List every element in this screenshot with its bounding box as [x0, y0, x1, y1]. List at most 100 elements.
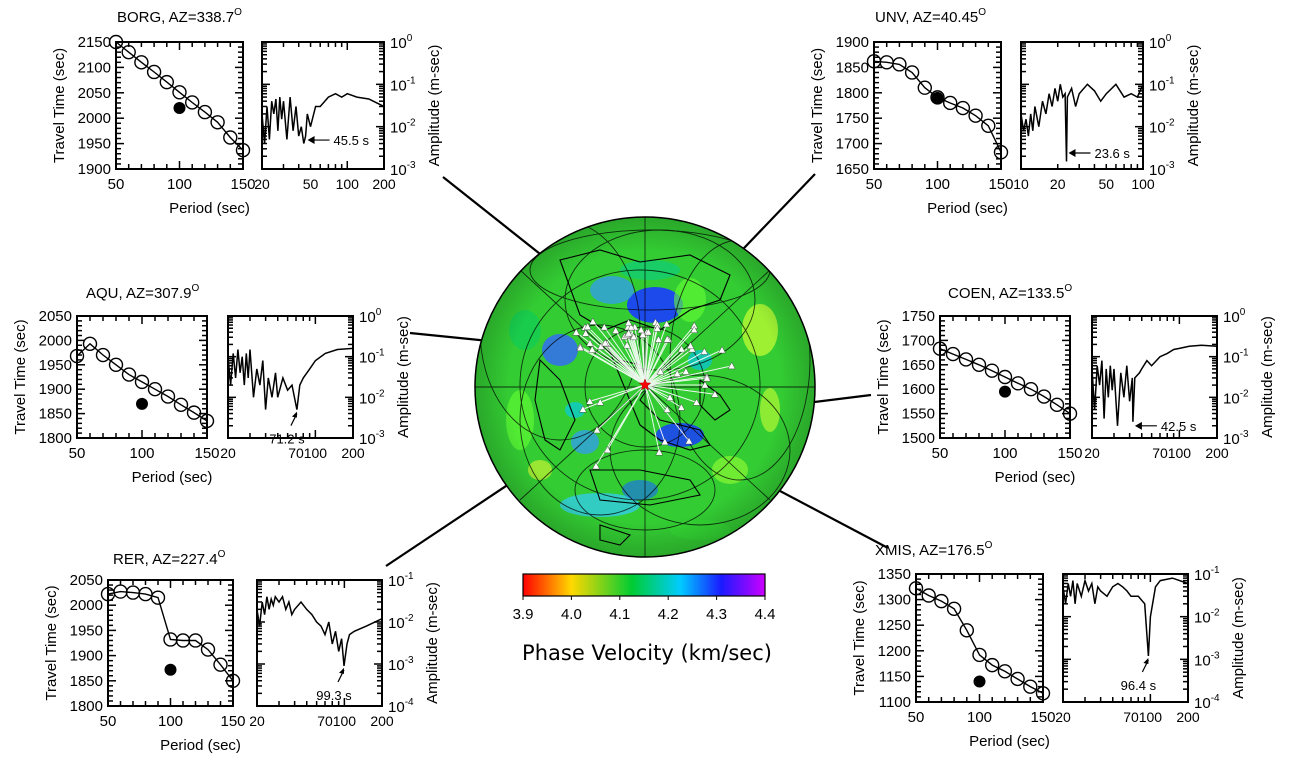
- y-tick-label: 10-2: [1194, 608, 1220, 627]
- y-tick-exponent: -3: [405, 655, 414, 666]
- ray-path: [640, 329, 646, 386]
- x-tick-label: 50: [100, 713, 117, 730]
- panel-title: AQU, AZ=307.9O: [86, 283, 199, 302]
- station-triangle: [586, 339, 594, 347]
- ray-path: [644, 348, 682, 386]
- travel-time-point: [82, 336, 98, 352]
- y-tick-label: 1650: [836, 161, 869, 178]
- x-tick-label: 150: [230, 176, 255, 193]
- panel-title-superscript: O: [978, 7, 986, 18]
- station-triangle: [588, 345, 596, 353]
- annotation-label: 23.6 s: [1094, 146, 1130, 161]
- travel-time-point: [971, 357, 987, 372]
- y-tick-label: 1200: [878, 643, 911, 660]
- x-tick-label: 150: [988, 176, 1013, 193]
- y-tick-label: 2000: [78, 110, 111, 127]
- station-triangle: [673, 369, 682, 377]
- amplitude-curve: [1020, 83, 1144, 162]
- y-tick-exponent: -1: [1240, 348, 1249, 359]
- ray-path: [600, 384, 646, 403]
- travel-time-point: [134, 374, 150, 390]
- y-axis-label: Amplitude (m-sec): [1230, 577, 1247, 699]
- y-axis-label: Amplitude (m-sec): [426, 45, 443, 167]
- station-triangle: [593, 426, 601, 434]
- travel-time-point: [932, 341, 948, 356]
- x-axis-label: Period (sec): [169, 200, 250, 217]
- y-tick-exponent: 0: [1166, 33, 1172, 44]
- ray-path: [644, 323, 668, 386]
- travel-time-point: [188, 633, 203, 648]
- travel-time-point: [972, 647, 987, 663]
- x-tick-label: 100: [1131, 176, 1155, 192]
- travel-time-point: [147, 382, 163, 397]
- globe-map: [474, 216, 816, 558]
- station-triangle: [727, 361, 736, 370]
- ray-path: [644, 338, 668, 386]
- travel-time-point: [160, 389, 176, 404]
- x-tick-label: 50: [1098, 176, 1114, 192]
- station-triangle: [603, 445, 612, 454]
- x-tick-label: 200: [372, 176, 396, 192]
- y-tick-exponent: 0: [376, 307, 382, 318]
- station-panel-xmis: XMIS, AZ=176.5O 50 100 150 1100 1150 1200 1250 1…: [851, 540, 1247, 750]
- y-tick-exponent: -2: [405, 613, 414, 624]
- ray-path: [592, 321, 646, 386]
- travel-time-point: [1036, 389, 1052, 404]
- y-tick-label: 1600: [902, 381, 935, 398]
- station-triangle: [690, 325, 699, 333]
- y-tick-label: 2000: [70, 597, 103, 614]
- y-tick-label: 10-3: [359, 429, 385, 448]
- x-tick-label: 50: [866, 176, 883, 193]
- y-tick-label: 1550: [902, 406, 935, 423]
- y-tick-label: 2050: [39, 308, 72, 325]
- panel-title: RER, AZ=227.4O: [113, 549, 226, 568]
- y-tick-label: 10-2: [1149, 118, 1175, 137]
- y-tick-label: 1650: [902, 357, 935, 374]
- y-tick-exponent: -2: [376, 388, 385, 399]
- y-tick-label: 10-2: [359, 388, 385, 407]
- globe-outline: [474, 216, 816, 558]
- measured-point: [973, 675, 986, 688]
- y-tick-exponent: -2: [1240, 388, 1249, 399]
- y-tick-exponent: -1: [1211, 565, 1220, 576]
- y-tick-label: 1950: [70, 622, 103, 639]
- y-tick-label: 1900: [836, 34, 869, 51]
- travel-time-point: [1023, 679, 1038, 694]
- x-tick-label: 100: [992, 445, 1017, 462]
- x-tick-label: 20: [249, 713, 265, 729]
- colorbar-tick-label: 4.0: [561, 606, 582, 623]
- x-axis-label: Period (sec): [132, 469, 213, 486]
- x-tick-label: 200: [1176, 709, 1200, 725]
- x-tick-label: 100: [1139, 709, 1163, 725]
- y-tick-exponent: -4: [1211, 693, 1220, 704]
- station-triangle: [654, 335, 663, 343]
- ray-path: [644, 384, 715, 395]
- ray-path: [626, 344, 646, 386]
- panel-title-superscript: O: [985, 540, 993, 551]
- y-tick-exponent: -3: [376, 429, 385, 440]
- y-tick-label: 2050: [78, 85, 111, 102]
- travel-time-plot: 50 100 150 1800 1850 1900 1950 2000 2050 Period (…: [43, 572, 246, 754]
- ray-path: [644, 377, 708, 386]
- y-tick-label: 1300: [878, 592, 911, 609]
- y-tick-label: 1750: [836, 110, 869, 127]
- y-tick-exponent: -4: [405, 697, 414, 708]
- x-tick-label: 100: [333, 713, 357, 729]
- travel-time-curve: [76, 342, 208, 422]
- travel-time-point: [235, 143, 251, 158]
- y-tick-label: 10-1: [1194, 565, 1220, 584]
- travel-time-point: [172, 85, 187, 100]
- y-axis-label: Amplitude (m-sec): [395, 316, 412, 438]
- travel-time-point: [225, 673, 241, 688]
- y-tick-label: 1250: [878, 617, 911, 634]
- x-tick-label: 100: [336, 176, 360, 192]
- annotation-arrowhead: [1143, 657, 1149, 664]
- ray-path: [600, 346, 646, 386]
- station-triangle: [692, 398, 701, 406]
- y-tick-label: 2000: [39, 332, 72, 349]
- y-axis-label: Amplitude (m-sec): [1259, 316, 1276, 438]
